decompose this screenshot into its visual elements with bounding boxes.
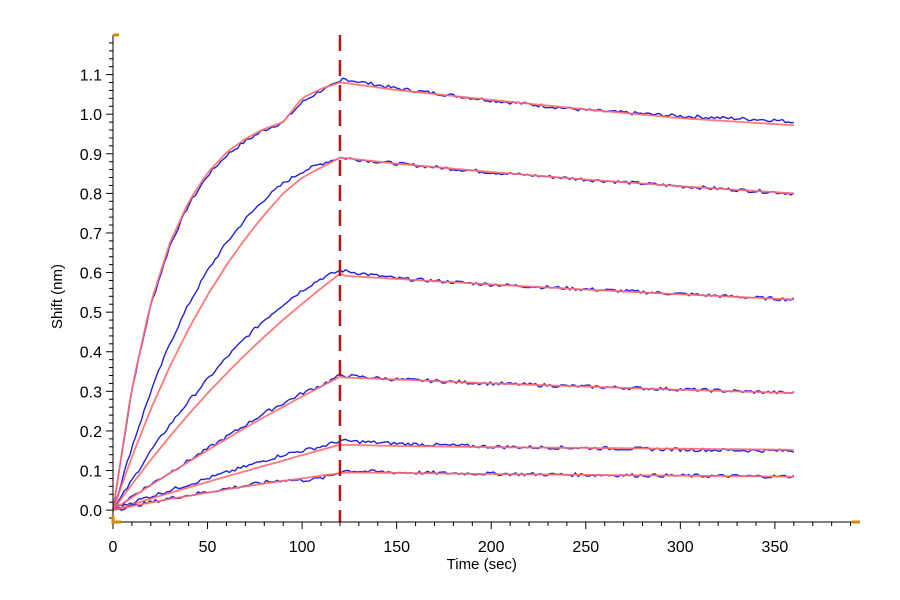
y-tick-label: 0.2 bbox=[80, 424, 102, 441]
x-ticks: 0 50 100 150 200 250 300 350 bbox=[109, 522, 852, 556]
y-tick-label: 0.3 bbox=[80, 384, 102, 401]
x-tick-label: 250 bbox=[572, 539, 599, 556]
axis-end-markers bbox=[111, 33, 860, 524]
y-tick-label: 0.0 bbox=[80, 503, 102, 520]
fit-curve-6 bbox=[112, 471, 794, 511]
fit-curve-1 bbox=[112, 81, 794, 511]
y-tick-label: 0.5 bbox=[80, 305, 102, 322]
raw-trace-2 bbox=[112, 156, 795, 511]
y-ticks: 0.0 0.1 0.2 0.3 0.4 0.5 0.6 0.7 0.8 0.9 1.0 1.1 bbox=[80, 42, 113, 520]
x-tick-label: 300 bbox=[667, 539, 694, 556]
raw-trace-5 bbox=[112, 438, 794, 511]
y-tick-label: 1.1 bbox=[80, 68, 102, 85]
x-tick-label: 100 bbox=[289, 539, 316, 556]
y-tick-label: 0.8 bbox=[80, 186, 102, 203]
axes-layer: 0 50 100 150 200 250 300 350 0.0 0.1 0.2 0.3 0.4 0.5… bbox=[80, 33, 860, 556]
raw-trace-1 bbox=[112, 77, 794, 511]
y-tick-label: 0.6 bbox=[80, 266, 102, 283]
raw-trace-3 bbox=[112, 268, 795, 511]
y-tick-label: 1.0 bbox=[80, 107, 102, 124]
y-tick-label: 0.1 bbox=[80, 464, 102, 481]
y-axis-title: Shift (nm) bbox=[49, 264, 66, 329]
x-tick-label: 150 bbox=[383, 539, 410, 556]
x-tick-label: 350 bbox=[762, 539, 789, 556]
raw-trace-4 bbox=[112, 373, 795, 511]
fit-curve-5 bbox=[112, 443, 794, 511]
y-tick-label: 0.9 bbox=[80, 147, 102, 164]
y-tick-label: 0.7 bbox=[80, 226, 102, 243]
fit-curve-3 bbox=[112, 272, 794, 511]
fit-curve-4 bbox=[112, 375, 794, 511]
x-tick-label: 200 bbox=[478, 539, 505, 556]
x-tick-label: 50 bbox=[199, 539, 217, 556]
series-layer bbox=[112, 77, 795, 511]
x-axis-title: Time (sec) bbox=[447, 556, 517, 573]
fit-curve-2 bbox=[112, 156, 794, 511]
y-tick-label: 0.4 bbox=[80, 345, 102, 362]
x-tick-label: 0 bbox=[109, 539, 118, 556]
